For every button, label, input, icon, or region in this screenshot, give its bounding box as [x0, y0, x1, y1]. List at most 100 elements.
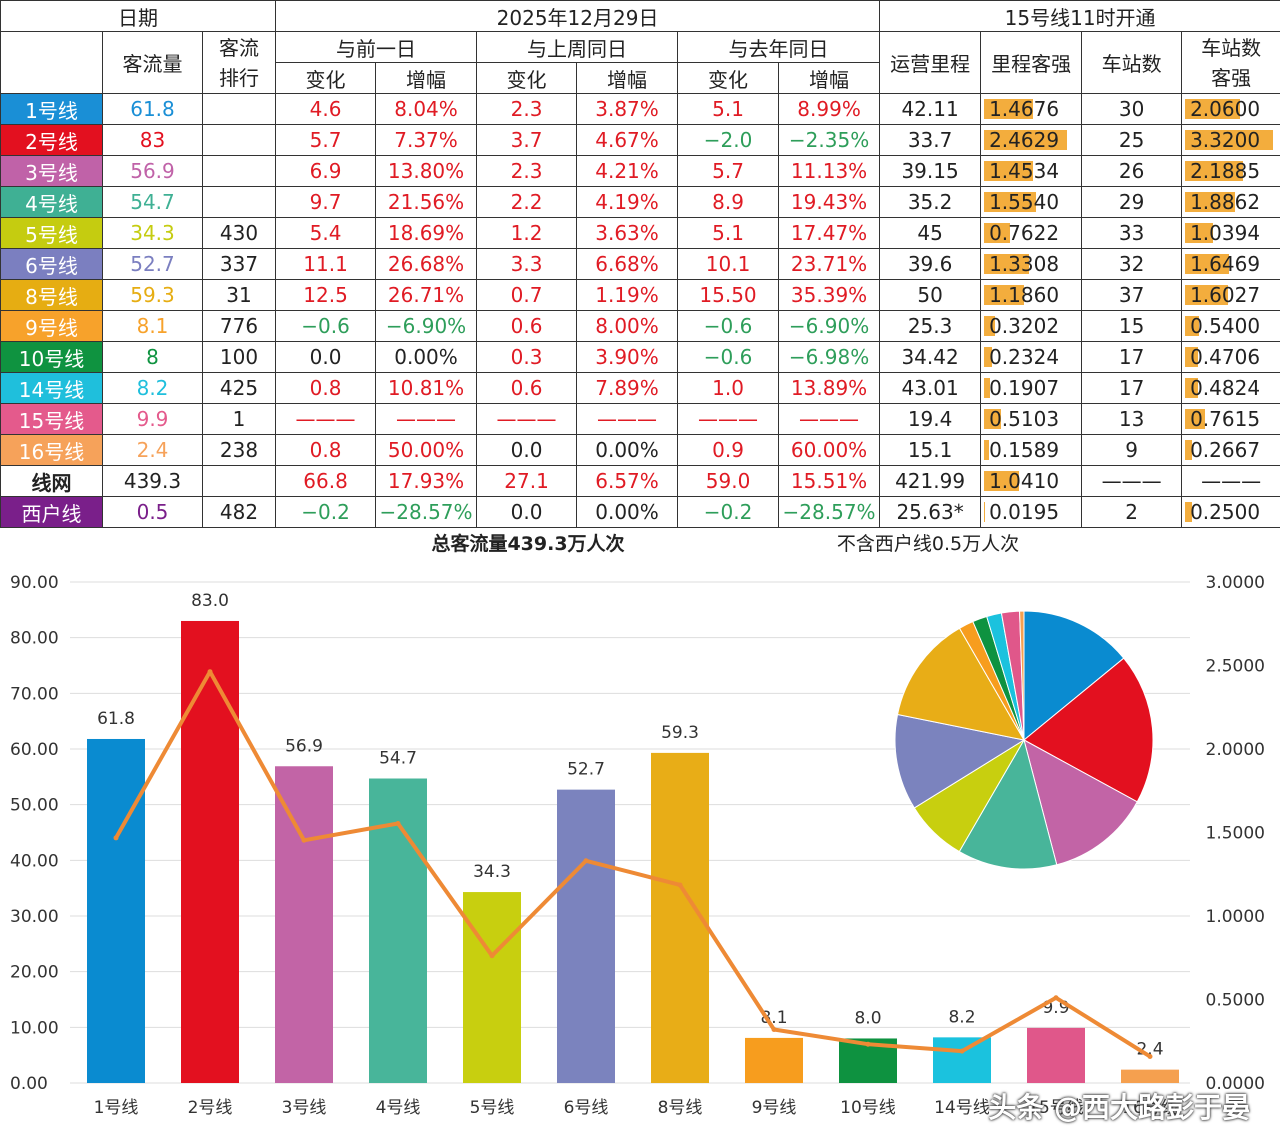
station-intensity-value: 0.7615: [1190, 407, 1260, 431]
col-station-intensity: 车站数 客强: [1182, 32, 1280, 94]
mileage-intensity-value: 0.3202: [989, 314, 1059, 338]
station-intensity-cell: 2.0600: [1182, 94, 1280, 125]
change-cell-y-rate: −2.35%: [779, 125, 880, 156]
line-label: 3号线: [1, 156, 103, 187]
y2-tick-label: 0.5000: [1206, 991, 1265, 1011]
mileage-intensity-value: 0.1589: [989, 438, 1059, 462]
change-cell-w-rate: 4.19%: [577, 187, 678, 218]
y-tick-label: 0.00: [10, 1074, 48, 1094]
rank-cell: [203, 125, 276, 156]
station-intensity-value: 0.2500: [1190, 500, 1260, 524]
y-tick-label: 50.00: [10, 796, 59, 816]
station-intensity-cell: 0.4706: [1182, 342, 1280, 373]
line-point: [584, 858, 589, 863]
station-intensity-value: 2.1885: [1190, 159, 1260, 183]
y-tick-label: 10.00: [10, 1018, 59, 1038]
change-cell-y-chg: −0.6: [678, 311, 779, 342]
mileage-intensity-cell: 1.3308: [981, 249, 1082, 280]
line-point: [960, 1049, 965, 1054]
corner-cell: [1, 32, 103, 94]
line-point: [208, 669, 213, 674]
line-label: 西户线: [1, 497, 103, 528]
line-point: [866, 1042, 871, 1047]
flow-cell: 52.7: [103, 249, 203, 280]
x-tick-label: 4号线: [376, 1098, 421, 1118]
rank-cell: 776: [203, 311, 276, 342]
mileage-cell: 25.3: [880, 311, 981, 342]
line-point: [302, 838, 307, 843]
change-cell-y-chg: 0.9: [678, 435, 779, 466]
change-cell-d-rate: ———: [376, 404, 477, 435]
station-intensity-cell: 0.2667: [1182, 435, 1280, 466]
bar-data-label: 59.3: [661, 723, 699, 743]
bar-3: [275, 766, 333, 1083]
bar-data-label: 34.3: [473, 862, 511, 882]
flow-cell: 2.4: [103, 435, 203, 466]
change-cell-w-rate: 4.21%: [577, 156, 678, 187]
change-cell-w-rate: 6.57%: [577, 466, 678, 497]
x-tick-label: 1号线: [94, 1098, 139, 1118]
mileage-intensity-cell: 0.7622: [981, 218, 1082, 249]
col-day-change: 变化: [276, 63, 376, 94]
mileage-intensity-cell: 1.5540: [981, 187, 1082, 218]
bar-11: [1027, 1028, 1085, 1083]
change-cell-y-chg: 5.7: [678, 156, 779, 187]
change-cell-d-chg: 12.5: [276, 280, 376, 311]
mileage-cell: 42.11: [880, 94, 981, 125]
line-label: 2号线: [1, 125, 103, 156]
chart-subtitle: 不含西户线0.5万人次: [837, 533, 1019, 555]
change-cell-d-chg: −0.2: [276, 497, 376, 528]
watermark: 头条 @西大路彭于晏: [988, 1086, 1250, 1126]
ridership-chart: 总客流量439.3万人次不含西户线0.5万人次0.0010.0020.0030.…: [0, 527, 1280, 1144]
mileage-intensity-cell: 0.3202: [981, 311, 1082, 342]
change-cell-y-chg: −0.6: [678, 342, 779, 373]
mileage-intensity-value: 1.5540: [989, 190, 1059, 214]
bar-data-label: 52.7: [567, 760, 605, 780]
change-cell-d-rate: 18.69%: [376, 218, 477, 249]
station-intensity-value: 0.4706: [1190, 345, 1260, 369]
mileage-intensity-value: 1.4534: [989, 159, 1059, 183]
rank-cell: 238: [203, 435, 276, 466]
change-cell-w-chg: 0.7: [477, 280, 577, 311]
mileage-intensity-cell: 0.5103: [981, 404, 1082, 435]
change-cell-d-rate: 0.00%: [376, 342, 477, 373]
change-cell-y-chg: −0.2: [678, 497, 779, 528]
mileage-cell: 35.2: [880, 187, 981, 218]
mileage-intensity-value: 1.3308: [989, 252, 1059, 276]
station-intensity-value: 1.8862: [1190, 190, 1260, 214]
stations-cell: 9: [1082, 435, 1182, 466]
flow-cell: 0.5: [103, 497, 203, 528]
change-cell-w-rate: 3.90%: [577, 342, 678, 373]
change-cell-w-rate: ———: [577, 404, 678, 435]
mileage-cell: 33.7: [880, 125, 981, 156]
rank-cell: 482: [203, 497, 276, 528]
col-prev-day: 与前一日: [276, 32, 477, 63]
mileage-cell: 34.42: [880, 342, 981, 373]
change-cell-d-rate: 50.00%: [376, 435, 477, 466]
change-cell-w-rate: 1.19%: [577, 280, 678, 311]
y-tick-label: 20.00: [10, 963, 59, 983]
flow-cell: 8.1: [103, 311, 203, 342]
bar-data-label: 8.2: [948, 1007, 975, 1027]
station-intensity-value: 2.0600: [1190, 97, 1260, 121]
mileage-cell: 39.15: [880, 156, 981, 187]
chart-title: 总客流量439.3万人次: [431, 532, 624, 555]
line-label: 14号线: [1, 373, 103, 404]
change-cell-y-chg: 8.9: [678, 187, 779, 218]
stations-cell: 26: [1082, 156, 1182, 187]
change-cell-y-rate: 11.13%: [779, 156, 880, 187]
change-cell-w-chg: 0.0: [477, 435, 577, 466]
change-cell-d-chg: 9.7: [276, 187, 376, 218]
change-cell-d-rate: 17.93%: [376, 466, 477, 497]
flow-cell: 83: [103, 125, 203, 156]
col-flow: 客流量: [103, 32, 203, 94]
mileage-intensity-value: 0.0195: [989, 500, 1059, 524]
col-day-rate: 增幅: [376, 63, 477, 94]
